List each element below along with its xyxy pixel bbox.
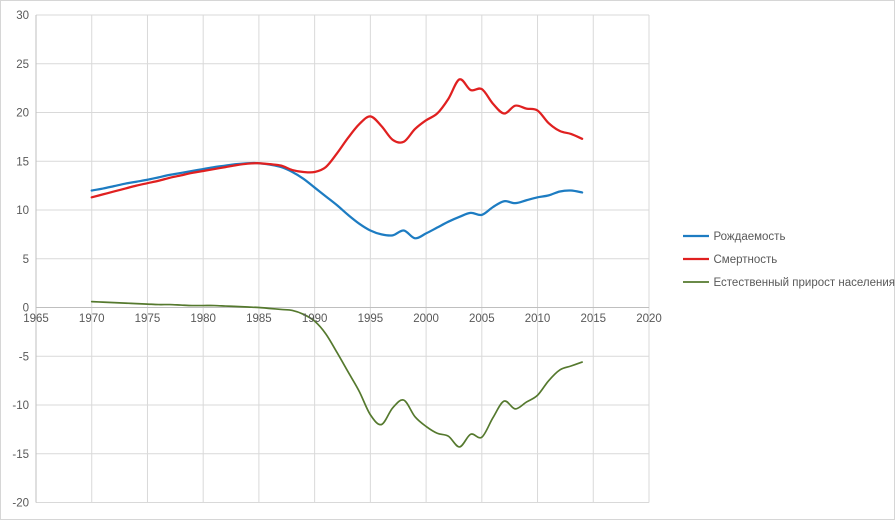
x-tick-label: 2000 [413,313,439,325]
x-tick-label: 1985 [246,313,272,325]
y-tick-label: -5 [19,351,29,363]
x-tick-label: 1965 [23,313,49,325]
series-line-natural-increase [90,300,583,448]
x-tick-label: 2020 [636,313,662,325]
legend-item-natural-increase: Естественный прирост населения [683,277,895,289]
legend-label: Рождаемость [714,231,786,243]
legend-label: Естественный прирост населения [714,277,895,289]
series-line-death-rate [90,78,584,199]
legend-label: Смертность [714,254,778,266]
x-tick-label: 2015 [580,313,606,325]
y-tick-label: -20 [12,498,29,510]
y-tick-label: 5 [23,254,29,266]
x-tick-label: 1970 [79,313,105,325]
legend: Рождаемость Смертность Естественный прирос… [683,231,895,289]
y-tick-label: 10 [16,205,29,217]
x-tick-label: 1980 [190,313,216,325]
y-tick-label: 0 [23,303,29,315]
legend-item-death-rate: Смертность [683,254,777,266]
x-tick-label: 1975 [135,313,161,325]
x-tick-label: 2010 [525,313,551,325]
series-lines [90,78,584,448]
y-tick-label: 15 [16,156,29,168]
series-line-birth-rate [90,161,584,240]
gridlines [35,14,650,503]
x-tick-label: 2005 [469,313,495,325]
y-tick-label: -10 [12,400,29,412]
axes [35,15,649,503]
x-tick-label: 1990 [302,313,328,325]
y-tick-label: 20 [16,108,29,120]
x-tick-label: 1995 [358,313,384,325]
y-tick-label: 30 [16,10,29,22]
legend-item-birth-rate: Рождаемость [683,231,785,243]
y-tick-label: -15 [12,449,29,461]
y-tick-label: 25 [16,59,29,71]
